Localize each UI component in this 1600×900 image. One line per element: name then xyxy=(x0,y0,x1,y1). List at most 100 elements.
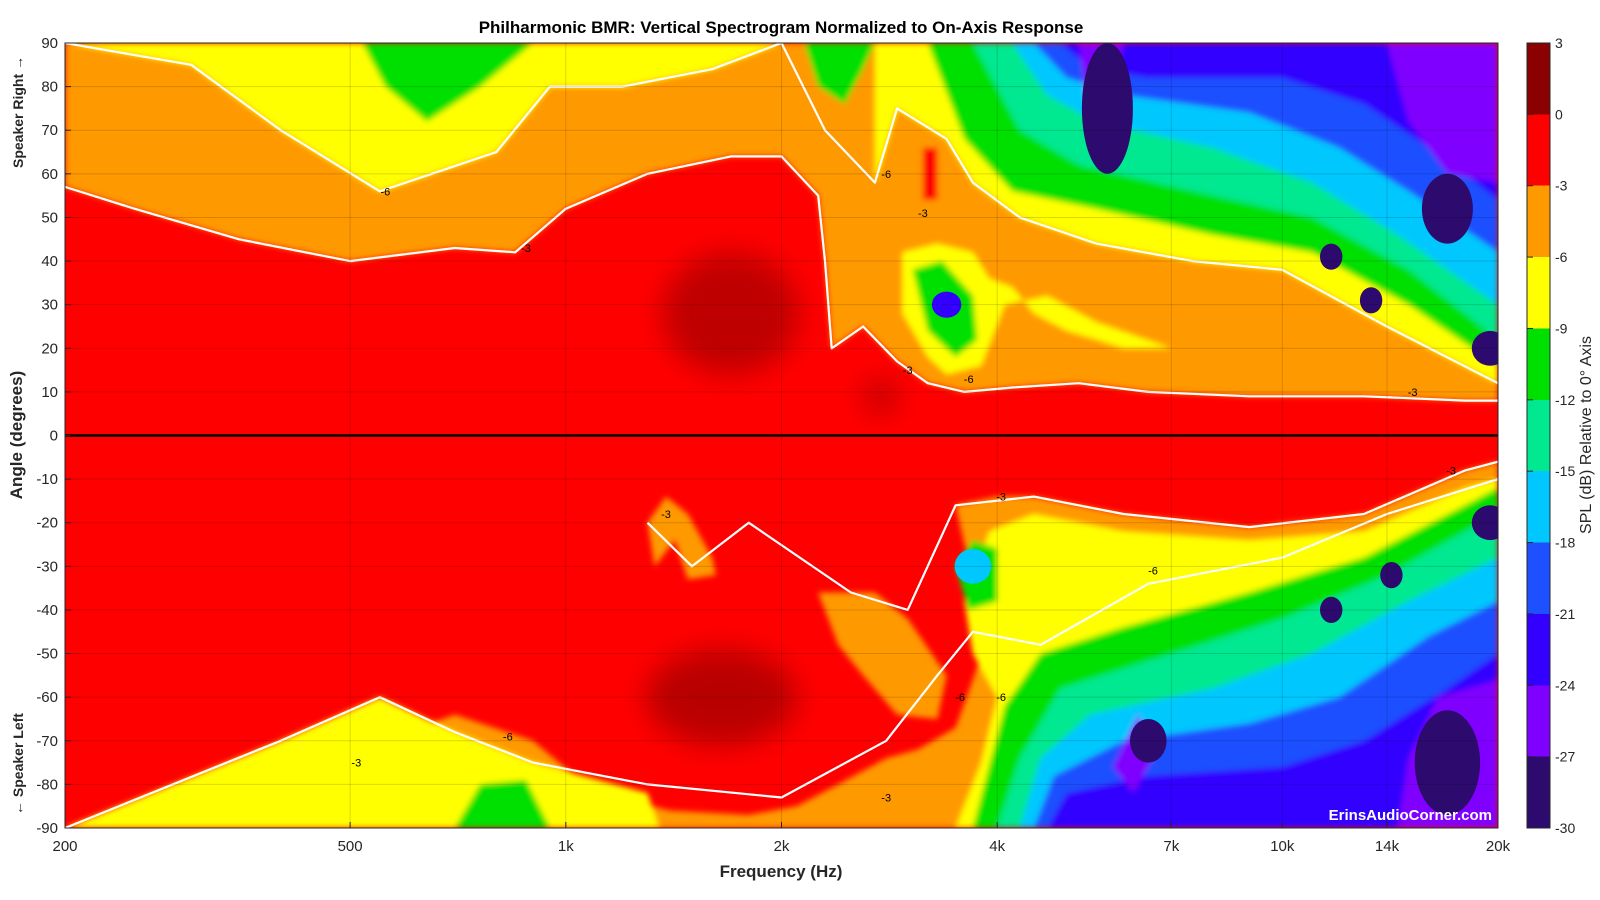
y-tick-label: 10 xyxy=(41,384,58,401)
colorbar-frame xyxy=(1526,42,1551,829)
color-region-21 xyxy=(454,780,550,828)
contour-label: -3 xyxy=(521,243,531,255)
color-region-15 xyxy=(922,147,938,200)
colorbar-tick-label: -15 xyxy=(1555,463,1575,479)
y-tick-label: 50 xyxy=(41,209,58,226)
heatmap-spot-12 xyxy=(1130,719,1167,763)
contour-label: -3 xyxy=(1408,387,1418,399)
y-tick-label: -80 xyxy=(36,776,58,793)
x-axis-title: Frequency (Hz) xyxy=(720,862,843,881)
color-region-4 xyxy=(804,43,875,105)
colorbar-tick-label: -24 xyxy=(1555,677,1575,693)
contour-label: -3 xyxy=(918,208,928,220)
heatmap-spot-0 xyxy=(662,252,800,375)
contour-label: -6 xyxy=(503,731,513,743)
colorbar-ticks: 3 0 -3 -6 -9 -12 -15 -18 -21 -24 -27 -30 xyxy=(1527,35,1575,836)
colorbar-tick-label: 3 xyxy=(1555,35,1563,51)
heatmap-spot-10 xyxy=(1380,562,1403,589)
contour-lines xyxy=(65,43,1498,828)
x-axis-ticks: 200 500 1k 2k 4k 7k 10k 14k 20k xyxy=(52,822,1511,855)
colorbar-tick-label: 0 xyxy=(1555,106,1563,122)
heatmap-plot-area: -6 -3 -6 -3 -3 -6 -3 -3 -3 -3 -6 -6 -6 -3 -6 -3 ErinsAu… xyxy=(65,43,1498,828)
heatmap-spot-7 xyxy=(1471,330,1498,366)
heatmap-color-regions xyxy=(65,43,1498,828)
y-tick-label: -90 xyxy=(36,820,58,837)
heatmap-spot-1 xyxy=(645,649,798,746)
color-region-9 xyxy=(1060,43,1498,200)
colorbar-label: SPL (dB) Relative to 0° Axis xyxy=(1578,336,1595,534)
x-tick-label: 7k xyxy=(1163,838,1179,855)
y-tick-label: 40 xyxy=(41,253,58,270)
contour-line-minus3_upper xyxy=(65,155,1498,402)
y-tick-label: -70 xyxy=(36,733,58,750)
y-tick-label: 60 xyxy=(41,166,58,183)
y-tick-label: 30 xyxy=(41,297,58,314)
contour-label: -3 xyxy=(903,365,913,377)
color-region-18 xyxy=(647,496,716,580)
contour-label: -3 xyxy=(661,509,671,521)
heatmap-spot-5 xyxy=(1320,243,1343,270)
contour-label: -3 xyxy=(351,758,361,770)
x-tick-label: 14k xyxy=(1375,838,1400,855)
grid-lines xyxy=(65,43,1498,828)
colorbar-tick-label: -6 xyxy=(1555,249,1568,265)
y-tick-label: -30 xyxy=(36,558,58,575)
colorbar-tick-label: -12 xyxy=(1555,392,1575,408)
y-tick-label: 80 xyxy=(41,79,58,96)
contour-labels: -6 -3 -6 -3 -3 -6 -3 -3 -3 -3 -6 -6 -6 -3 -6 -3 xyxy=(351,169,1456,805)
x-tick-label: 1k xyxy=(558,838,574,855)
x-tick-label: 500 xyxy=(338,838,363,855)
contour-line-minus6_upper xyxy=(65,43,1498,385)
colorbar-tick-label: -18 xyxy=(1555,535,1575,551)
contour-label: -3 xyxy=(1446,465,1456,477)
contour-label: -6 xyxy=(1148,566,1158,578)
y-tick-label: 70 xyxy=(41,122,58,139)
contour-label: -3 xyxy=(881,793,891,805)
colorbar-tick-label: -30 xyxy=(1555,820,1575,836)
color-region-11 xyxy=(1387,43,1498,183)
contour-line-minus6_lower xyxy=(65,478,1498,828)
y-tick-label: -50 xyxy=(36,646,58,663)
watermark: ErinsAudioCorner.com xyxy=(1329,807,1492,824)
y-axis-side-label-bottom: ← Speaker Left xyxy=(10,713,26,815)
heatmap-hotspots xyxy=(645,43,1498,815)
heatmap-spot-3 xyxy=(931,291,962,318)
heatmap-spot-2 xyxy=(862,378,899,414)
y-tick-label: -20 xyxy=(36,515,58,532)
colorbar: 3 0 -3 -6 -9 -12 -15 -18 -21 -24 -27 -30 SPL (dB) R… xyxy=(1526,35,1595,836)
heatmap-spot-8 xyxy=(1471,505,1498,541)
y-axis-title: Angle (degrees) xyxy=(7,371,26,499)
color-region-3 xyxy=(362,43,533,122)
y-tick-label: -10 xyxy=(36,471,58,488)
colorbar-gradient xyxy=(1527,43,1550,828)
colorbar-tick-label: -21 xyxy=(1555,606,1575,622)
x-tick-label: 2k xyxy=(774,838,790,855)
heatmap-spot-4 xyxy=(954,548,992,584)
colorbar-tick-label: -27 xyxy=(1555,749,1575,765)
colorbar-tick-label: -9 xyxy=(1555,320,1568,336)
chart-title: Philharmonic BMR: Vertical Spectrogram N… xyxy=(479,18,1084,37)
color-region-17 xyxy=(818,592,947,719)
y-tick-label: -40 xyxy=(36,602,58,619)
heatmap-spot-6 xyxy=(1359,287,1383,314)
heatmap-spot-9 xyxy=(1320,596,1343,624)
x-tick-label: 200 xyxy=(52,838,77,855)
color-region-27 xyxy=(1047,653,1498,828)
x-tick-label: 4k xyxy=(989,838,1005,855)
contour-label: -6 xyxy=(996,692,1006,704)
y-tick-label: 0 xyxy=(50,428,58,445)
x-tick-label: 10k xyxy=(1270,838,1295,855)
contour-label: -6 xyxy=(881,169,891,181)
y-axis-ticks: 90 80 70 60 50 40 30 20 10 0 -10 -20 -30 -40 -50 -60 -70… xyxy=(36,35,71,837)
heatmap-spot-11 xyxy=(1081,43,1133,174)
y-tick-label: 20 xyxy=(41,340,58,357)
heatmap-spot-14 xyxy=(1414,710,1481,815)
contour-label: -6 xyxy=(955,692,965,704)
y-tick-label: 90 xyxy=(41,35,58,52)
y-tick-label: -60 xyxy=(36,689,58,706)
heatmap-spot-13 xyxy=(1421,173,1473,244)
contour-label: -3 xyxy=(996,492,1006,504)
contour-label: -6 xyxy=(381,186,391,198)
y-axis-side-label-top: Speaker Right → xyxy=(10,56,26,168)
